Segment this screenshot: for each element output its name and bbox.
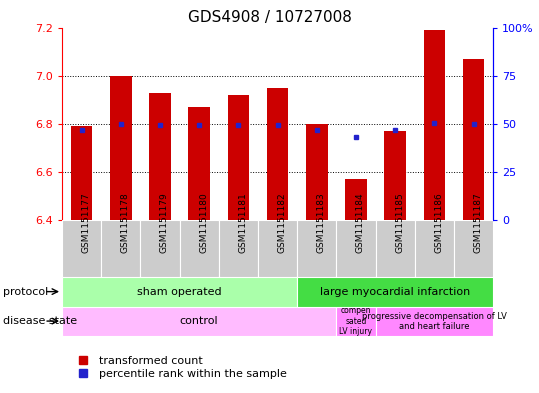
Bar [71, 126, 92, 220]
Bar [424, 30, 445, 220]
Bar [219, 220, 258, 277]
Text: GSM1151185: GSM1151185 [395, 193, 404, 253]
Bar [267, 88, 288, 220]
Text: GSM1151179: GSM1151179 [160, 193, 169, 253]
Text: GSM1151184: GSM1151184 [356, 193, 365, 253]
Bar [415, 220, 454, 277]
Bar [189, 107, 210, 220]
Bar [384, 131, 406, 220]
Bar [62, 307, 336, 336]
Bar [140, 220, 179, 277]
Bar [345, 179, 367, 220]
Bar [101, 220, 140, 277]
Bar [306, 124, 328, 220]
Text: protocol: protocol [3, 286, 48, 297]
Bar [297, 220, 336, 277]
Text: GDS4908 / 10727008: GDS4908 / 10727008 [188, 10, 351, 25]
Text: disease state: disease state [3, 316, 77, 326]
Bar [297, 277, 493, 307]
Text: GSM1151183: GSM1151183 [317, 193, 326, 253]
Bar [258, 220, 297, 277]
Bar [376, 220, 415, 277]
Bar [336, 220, 376, 277]
Bar [463, 59, 485, 220]
Bar [179, 220, 219, 277]
Text: GSM1151182: GSM1151182 [278, 193, 287, 253]
Bar [110, 75, 132, 220]
Text: GSM1151186: GSM1151186 [434, 193, 444, 253]
Bar [149, 92, 171, 220]
Bar [227, 95, 249, 220]
Bar [62, 220, 101, 277]
Bar [336, 307, 376, 336]
Text: GSM1151181: GSM1151181 [238, 193, 247, 253]
Legend: transformed count, percentile rank within the sample: transformed count, percentile rank withi… [67, 351, 291, 384]
Text: large myocardial infarction: large myocardial infarction [320, 287, 471, 297]
Bar [376, 307, 493, 336]
Bar [62, 277, 297, 307]
Text: compen
sated
LV injury: compen sated LV injury [340, 307, 372, 336]
Text: control: control [180, 316, 218, 326]
Text: sham operated: sham operated [137, 287, 222, 297]
Text: GSM1151180: GSM1151180 [199, 193, 208, 253]
Text: GSM1151178: GSM1151178 [121, 193, 130, 253]
Text: GSM1151177: GSM1151177 [81, 193, 91, 253]
Text: progressive decompensation of LV
and heart failure: progressive decompensation of LV and hea… [362, 312, 507, 331]
Bar [454, 220, 493, 277]
Text: GSM1151187: GSM1151187 [474, 193, 482, 253]
